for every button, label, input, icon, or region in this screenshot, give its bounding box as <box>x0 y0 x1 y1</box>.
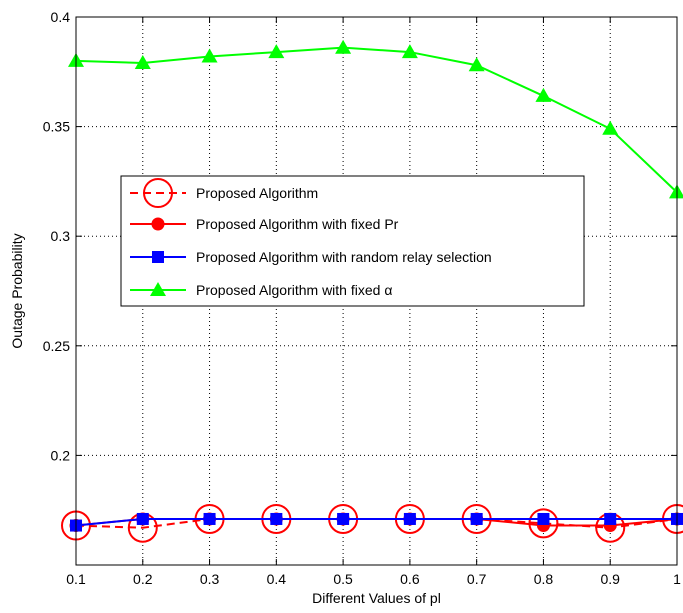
x-tick-label: 0.7 <box>467 571 487 587</box>
x-tick-label: 0.1 <box>66 571 86 587</box>
data-point <box>201 48 218 63</box>
y-tick-label: 0.4 <box>51 9 71 25</box>
data-point <box>203 512 216 525</box>
series-2 <box>70 512 683 532</box>
x-axis-label: Different Values of pl <box>312 590 441 606</box>
legend-marker <box>143 178 173 208</box>
legend-label: Proposed Algorithm with fixed Pr <box>196 216 399 232</box>
data-point <box>136 512 149 525</box>
data-point <box>403 512 416 525</box>
x-tick-label: 0.8 <box>534 571 554 587</box>
data-point <box>537 512 550 525</box>
y-tick-label: 0.2 <box>51 447 71 463</box>
y-tick-labels: 0.2 0.25 0.3 0.35 0.4 <box>43 9 70 463</box>
data-point <box>470 512 483 525</box>
x-tick-label: 0.3 <box>200 571 220 587</box>
data-point <box>268 44 285 59</box>
legend-entry: Proposed Algorithm with random relay sel… <box>130 249 492 265</box>
series-line <box>75 46 678 194</box>
series-line <box>75 517 677 527</box>
data-point <box>270 512 283 525</box>
x-tick-label: 0.4 <box>267 571 287 587</box>
x-tick-label: 1 <box>673 571 681 587</box>
legend-label: Proposed Algorithm with fixed α <box>196 282 392 298</box>
data-point <box>468 57 485 72</box>
x-tick-label: 0.2 <box>133 571 153 587</box>
legend-entry: Proposed Algorithm with fixed Pr <box>130 216 399 232</box>
y-tick-label: 0.35 <box>43 119 70 135</box>
series-0 <box>61 503 683 543</box>
y-tick-label: 0.3 <box>51 228 71 244</box>
legend-label: Proposed Algorithm with random relay sel… <box>196 249 492 265</box>
series-1 <box>69 512 683 533</box>
y-tick-label: 0.25 <box>43 338 70 354</box>
legend-marker <box>151 217 165 231</box>
data-point <box>604 512 617 525</box>
data-point <box>401 44 418 59</box>
legend-entry: Proposed Algorithm with fixed α <box>130 282 392 298</box>
legend-box <box>120 175 585 307</box>
x-tick-label: 0.5 <box>333 571 353 587</box>
data-point <box>337 512 350 525</box>
legend-marker <box>150 282 166 296</box>
legend-entry: Proposed Algorithm <box>130 178 318 208</box>
data-point <box>535 87 552 102</box>
x-tick-label: 0.6 <box>400 571 420 587</box>
plot-frame <box>75 16 678 566</box>
legend-label: Proposed Algorithm <box>196 185 318 201</box>
x-tick-label: 0.9 <box>600 571 620 587</box>
data-point <box>335 39 352 54</box>
series-3 <box>68 39 683 199</box>
x-tick-labels: 0.1 0.2 0.3 0.4 0.5 0.6 0.7 0.8 0.9 1 <box>66 571 681 587</box>
data-point <box>602 120 619 135</box>
series-layer <box>61 39 683 543</box>
data-point <box>669 184 683 199</box>
data-point <box>134 55 151 70</box>
y-axis-label: Outage Probability <box>9 233 25 348</box>
legend-marker <box>152 251 164 263</box>
axis-ticks <box>75 16 678 565</box>
legend: Proposed Algorithm Proposed Algorithm wit… <box>120 175 585 307</box>
